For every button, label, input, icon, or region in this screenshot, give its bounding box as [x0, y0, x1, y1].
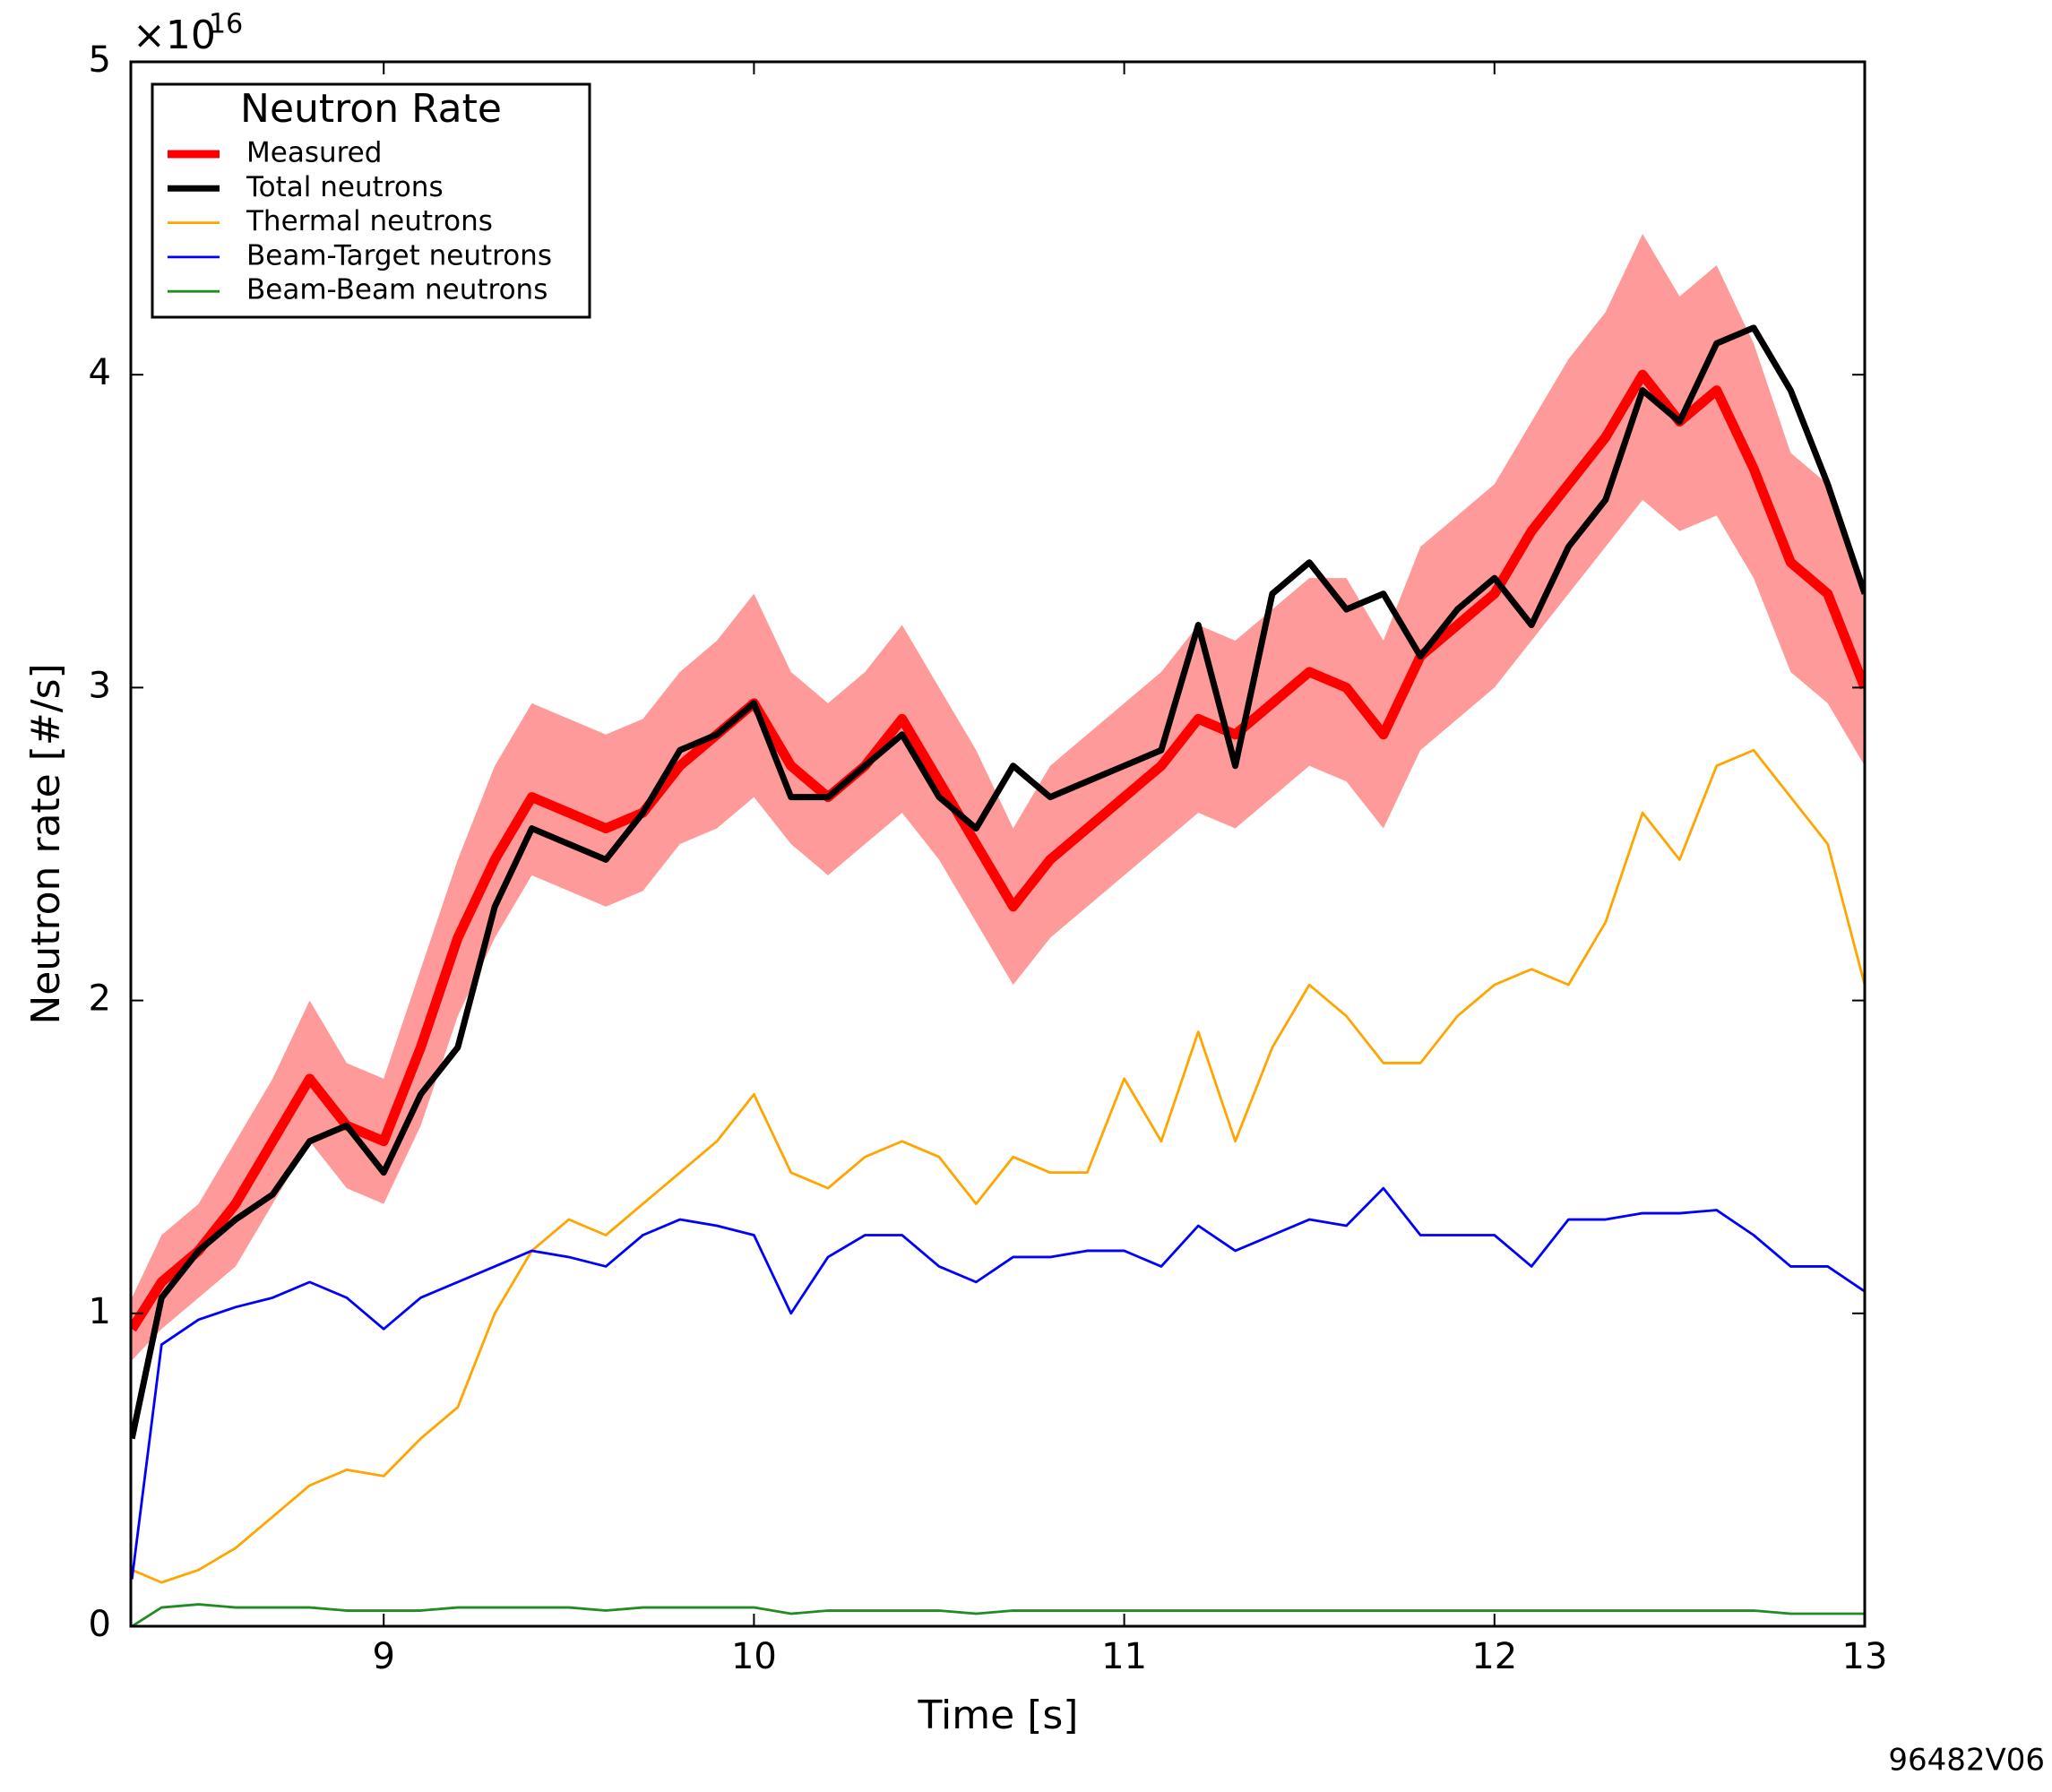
- error-band: [132, 234, 1865, 1361]
- y-tick-label: 3: [89, 665, 111, 706]
- y-multiplier: ×10: [133, 13, 216, 58]
- series-line: [131, 1603, 1865, 1626]
- x-tick-label: 12: [1471, 1636, 1517, 1677]
- y-axis-label: Neutron rate [#/s]: [23, 663, 69, 1024]
- y-tick-label: 5: [89, 39, 111, 81]
- y-tick-label: 4: [89, 352, 111, 393]
- x-tick-label: 10: [731, 1636, 777, 1677]
- x-axis-label: Time [s]: [918, 1693, 1079, 1738]
- x-tick-label: 11: [1101, 1636, 1147, 1677]
- x-tick-label: 13: [1842, 1636, 1888, 1677]
- y-tick-label: 1: [89, 1291, 111, 1332]
- y-tick-label: 0: [89, 1604, 111, 1645]
- legend-label: Thermal neutrons: [246, 205, 493, 237]
- plot-frame: [129, 60, 1867, 1628]
- series-line: [131, 1186, 1865, 1580]
- series-line: [131, 369, 1865, 1332]
- legend-label: Measured: [246, 137, 382, 169]
- y-multiplier-exponent: 16: [209, 9, 243, 40]
- legend-label: Total neutrons: [246, 171, 444, 203]
- x-tick-label: 9: [372, 1636, 394, 1677]
- legend-box: [151, 82, 591, 319]
- legend-label: Beam-Beam neutrons: [246, 274, 547, 306]
- legend-label: Beam-Target neutrons: [246, 239, 552, 271]
- figure-id: 96482V06: [1888, 1743, 2045, 1779]
- y-tick-label: 2: [89, 978, 111, 1020]
- legend-title: Neutron Rate: [240, 86, 502, 132]
- series-line: [131, 748, 1865, 1584]
- series-line: [131, 324, 1865, 1440]
